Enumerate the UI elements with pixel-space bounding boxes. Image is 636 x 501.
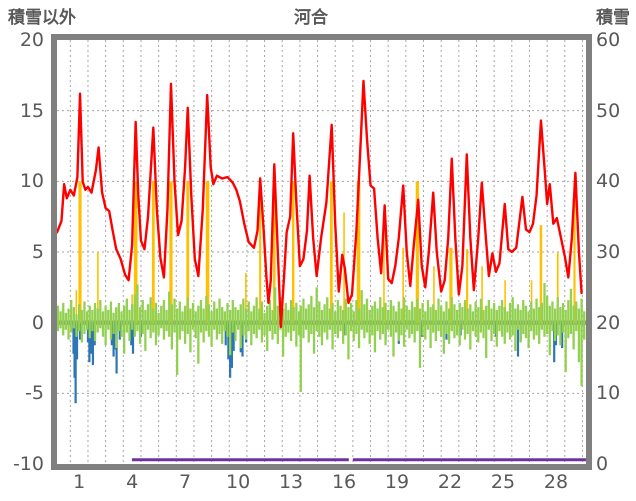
axis-tick-label: 22 <box>437 471 463 493</box>
axis-tick-label: 16 <box>331 471 357 493</box>
axis-tick-label: 1 <box>73 471 86 493</box>
axis-tick-label: 7 <box>179 471 192 493</box>
chart-title: 河合 <box>294 8 328 28</box>
axis-tick-label: 15 <box>19 99 44 122</box>
chart-plot-area <box>57 40 586 464</box>
axis-tick-label: 10 <box>19 170 44 193</box>
axis-tick-label: 4 <box>126 471 139 493</box>
axis-tick-label: 20 <box>596 311 621 334</box>
axis-tick-label: 10 <box>596 382 621 405</box>
axis-tick-label: 0 <box>596 453 609 475</box>
axis-tick-label: 28 <box>543 471 569 493</box>
axis-tick-label: 19 <box>384 471 410 493</box>
right-axis-label: 積雪 <box>596 8 630 28</box>
axis-tick-label: 10 <box>225 471 251 493</box>
axis-tick-label: 5 <box>31 241 44 263</box>
left-axis-label: 積雪以外 <box>8 8 76 28</box>
axis-tick-label: 13 <box>278 471 304 493</box>
axis-tick-label: 25 <box>490 471 516 493</box>
axis-tick-label: -5 <box>25 382 44 405</box>
axis-tick-label: 30 <box>596 241 621 263</box>
axis-tick-label: 60 <box>596 29 621 51</box>
axis-tick-label: 40 <box>596 170 621 193</box>
axis-tick-label: -10 <box>12 453 44 475</box>
axis-tick-label: 0 <box>31 311 44 334</box>
axis-tick-label: 20 <box>19 29 44 51</box>
axis-tick-label: 50 <box>596 99 621 122</box>
